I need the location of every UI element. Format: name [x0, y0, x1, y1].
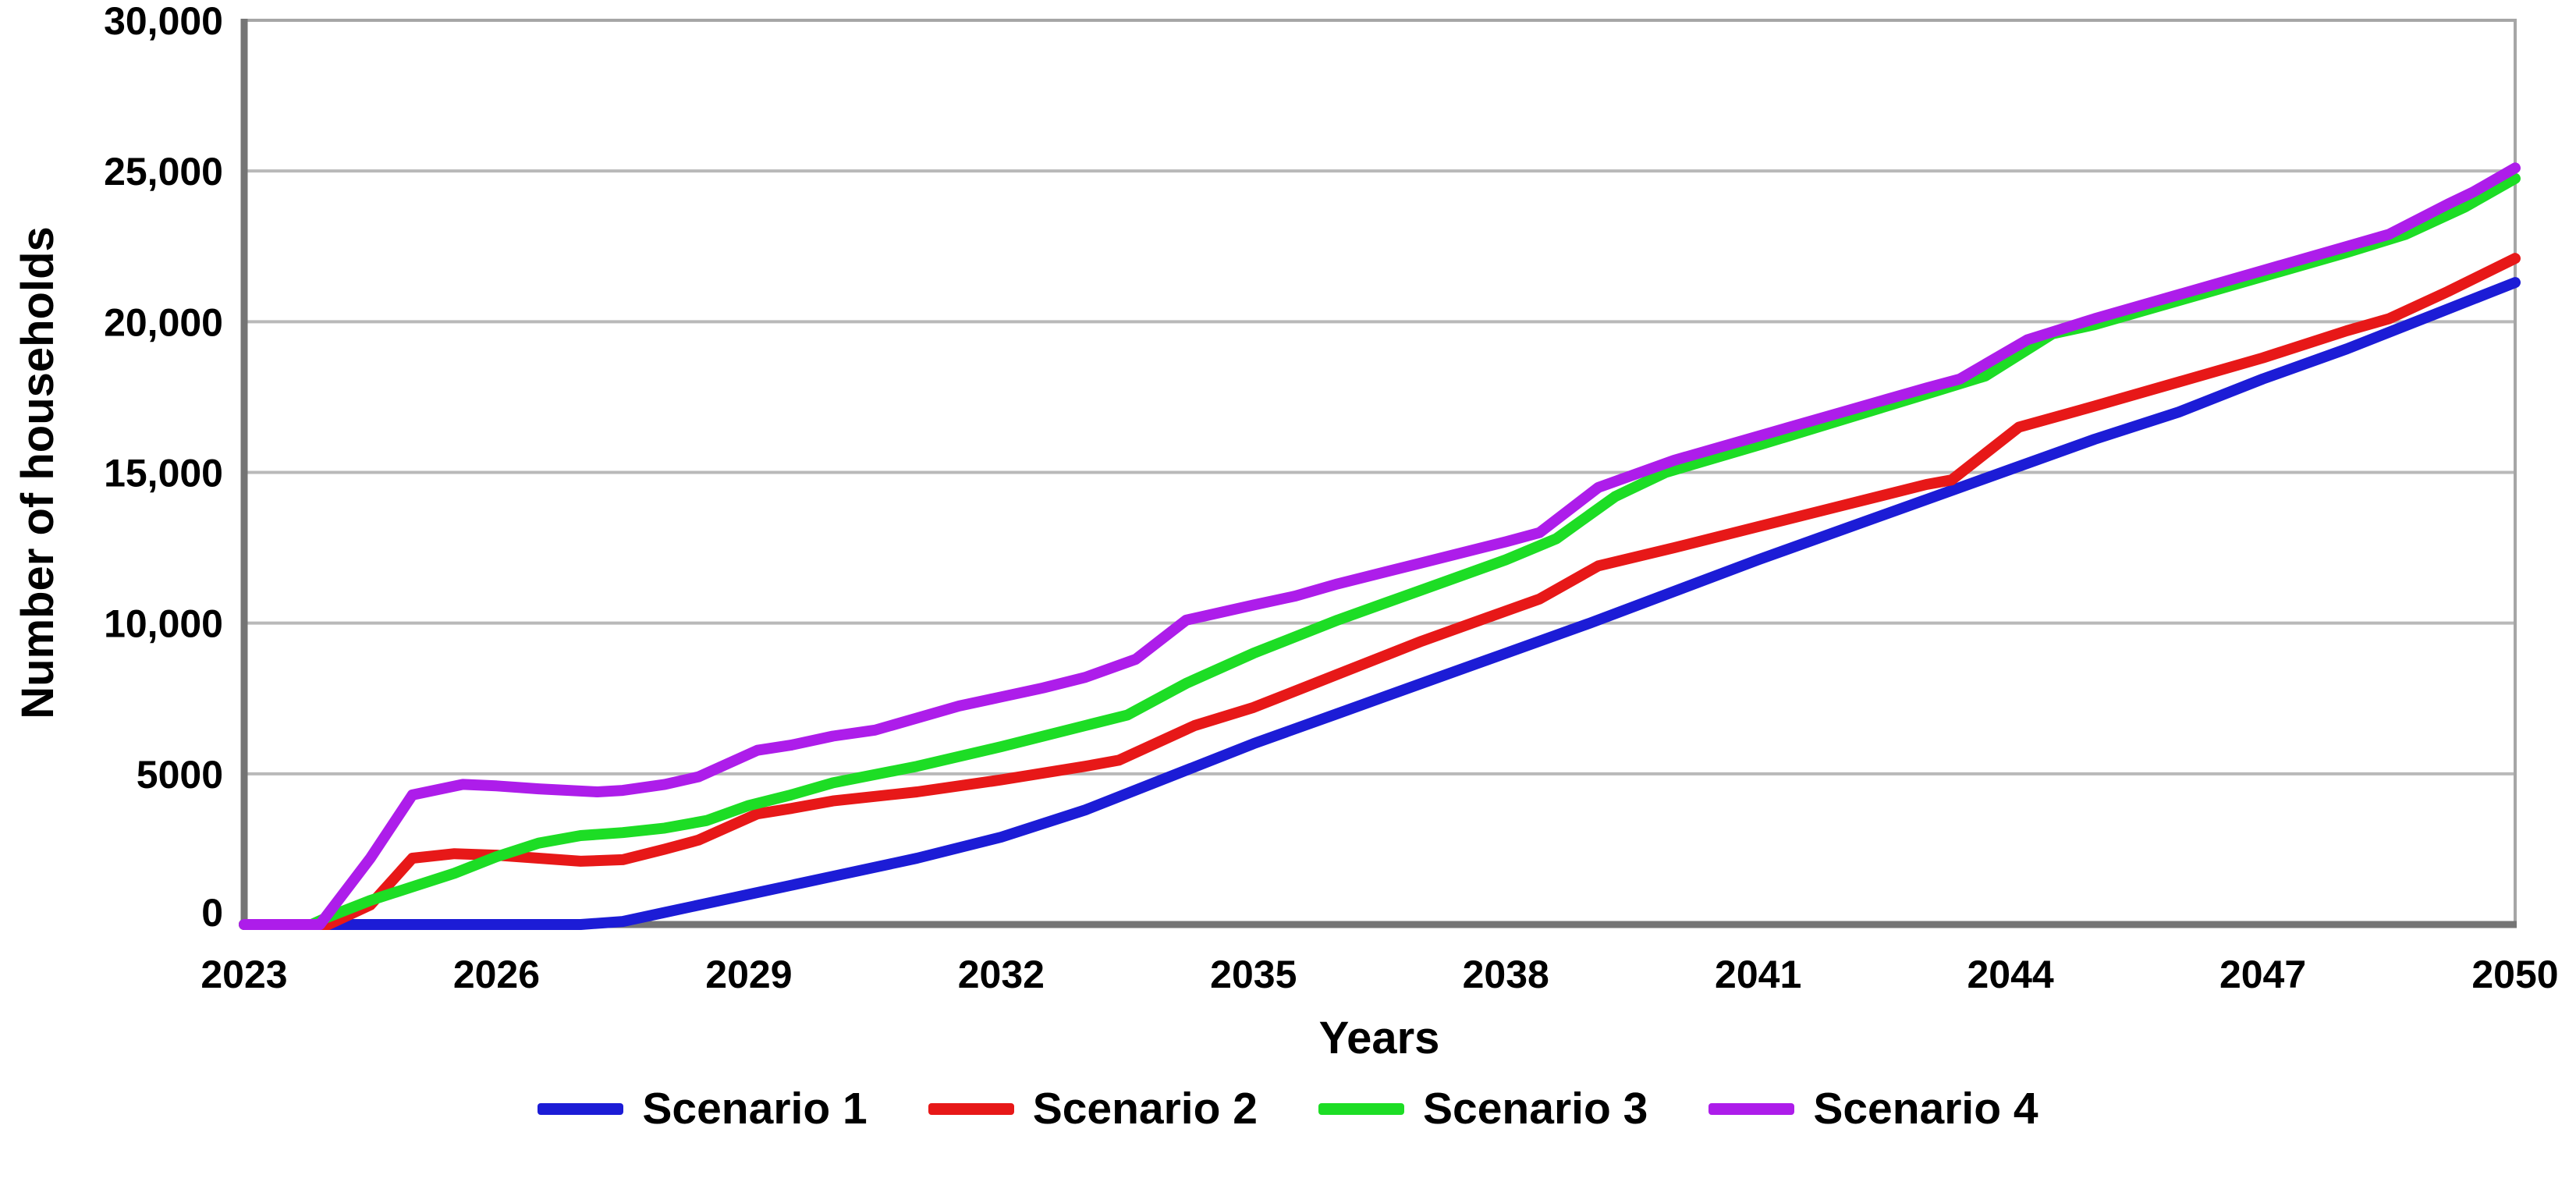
y-axis-tick-labels: 0 5000 10,000 15,000 20,000 25,000 30,000	[104, 0, 223, 935]
legend: Scenario 1 Scenario 2 Scenario 3 Scenario 4	[0, 1083, 2576, 1134]
x-axis-title: Years	[1319, 1013, 1440, 1063]
x-tick-label-2050: 2050	[2471, 953, 2558, 996]
x-tick-label-2026: 2026	[453, 953, 540, 996]
y-tick-label-20000: 20,000	[104, 300, 223, 344]
x-axis-tick-labels: 2023 2026 2029 2032 2035 2038 2041 2044 2047 2050	[200, 953, 2558, 996]
series-lines	[239, 162, 2521, 930]
y-tick-label-5000: 5000	[137, 753, 223, 797]
legend-label: Scenario 2	[1032, 1084, 1258, 1134]
legend-swatch-scenario-3	[1318, 1102, 1404, 1115]
series-line-scenario-4	[239, 162, 2521, 930]
series-line-scenario-1	[239, 277, 2521, 930]
legend-item-scenario-2: Scenario 2	[928, 1083, 1258, 1134]
x-tick-label-2041: 2041	[1715, 953, 1801, 996]
legend-item-scenario-1: Scenario 1	[538, 1083, 868, 1134]
x-tick-label-2035: 2035	[1210, 953, 1297, 996]
x-tick-label-2038: 2038	[1463, 953, 1549, 996]
y-tick-label-15000: 15,000	[104, 452, 223, 495]
legend-swatch-scenario-1	[538, 1102, 624, 1115]
x-tick-label-2044: 2044	[1967, 953, 2053, 996]
legend-swatch-scenario-4	[1708, 1102, 1795, 1115]
y-tick-label-30000: 30,000	[104, 0, 223, 43]
x-tick-label-2029: 2029	[705, 953, 792, 996]
y-tick-label-10000: 10,000	[104, 602, 223, 646]
legend-item-scenario-4: Scenario 4	[1708, 1083, 2038, 1134]
x-tick-label-2047: 2047	[2219, 953, 2306, 996]
legend-label: Scenario 3	[1423, 1084, 1648, 1134]
x-tick-label-2032: 2032	[958, 953, 1045, 996]
y-tick-label-25000: 25,000	[104, 150, 223, 193]
legend-swatch-scenario-2	[928, 1102, 1014, 1115]
legend-label: Scenario 4	[1813, 1084, 2038, 1134]
y-axis-title: Number of households	[12, 226, 63, 719]
y-tick-label-0: 0	[201, 891, 223, 935]
legend-label: Scenario 1	[642, 1084, 868, 1134]
legend-item-scenario-3: Scenario 3	[1318, 1083, 1648, 1134]
x-tick-label-2023: 2023	[200, 953, 287, 996]
series-line-scenario-2	[239, 253, 2521, 930]
